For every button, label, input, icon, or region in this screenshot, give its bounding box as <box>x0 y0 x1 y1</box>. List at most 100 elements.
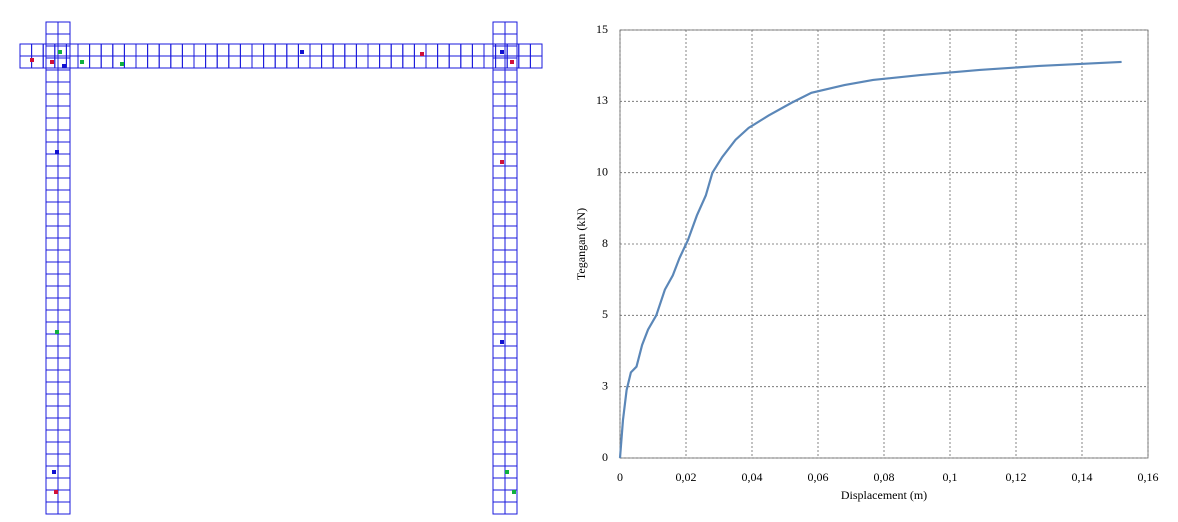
mesh-cell <box>45 333 59 347</box>
mesh-cell <box>112 43 125 57</box>
mesh-cell <box>45 441 59 455</box>
mesh-cell <box>367 43 381 57</box>
mesh-cell <box>492 189 506 203</box>
mesh-cell <box>504 261 518 275</box>
mesh-cell <box>57 285 71 299</box>
mesh-cell <box>45 201 59 215</box>
mesh-cell <box>45 213 59 227</box>
mesh-cell <box>492 249 506 263</box>
mesh-cell <box>332 43 346 57</box>
mesh-drawing <box>19 21 543 515</box>
mesh-cell <box>45 357 59 371</box>
mesh-cell <box>57 345 71 359</box>
mesh-cell <box>57 213 71 227</box>
data-line <box>618 60 1122 459</box>
mesh-cell <box>57 21 71 35</box>
x-tick-label: 0,04 <box>742 470 763 484</box>
mesh-cell <box>504 333 518 347</box>
mesh-cell <box>504 93 518 107</box>
mesh-cell <box>529 43 543 57</box>
mesh-cell <box>57 93 71 107</box>
mesh-cell <box>504 237 518 251</box>
mesh-cell <box>492 93 506 107</box>
mesh-cell <box>274 55 288 69</box>
mesh-cell <box>448 43 462 57</box>
mesh-cell <box>492 489 506 503</box>
mesh-cell <box>45 177 59 191</box>
mesh-cell <box>367 55 381 69</box>
mesh-mark <box>30 58 34 62</box>
mesh-cell <box>57 297 71 311</box>
mesh-cell <box>216 43 230 57</box>
mesh-cell <box>504 153 518 167</box>
mesh-cell <box>181 55 195 69</box>
mesh-cell <box>57 273 71 287</box>
mesh-cell <box>321 55 334 69</box>
mesh-cell <box>263 43 276 57</box>
mesh-cell <box>170 43 183 57</box>
mesh-cell <box>492 105 506 119</box>
mesh-mark <box>58 50 62 54</box>
mesh-cell <box>492 117 506 131</box>
mesh-cell <box>57 249 71 263</box>
mesh-cell <box>205 43 218 57</box>
mesh-cell <box>57 453 71 467</box>
mesh-cell <box>437 55 450 69</box>
mesh-cell <box>251 55 265 69</box>
mesh-cell <box>492 477 506 491</box>
mesh-cell <box>274 43 288 57</box>
mesh-cell <box>460 55 473 69</box>
mesh-cell <box>45 261 59 275</box>
mesh-cell <box>492 225 506 239</box>
mesh-cell <box>45 501 59 515</box>
mesh-cell <box>504 345 518 359</box>
mesh-cell <box>57 321 71 335</box>
mesh-cell <box>89 43 102 57</box>
mesh-cell <box>228 43 241 57</box>
x-axis-label: Displacement (m) <box>841 488 927 502</box>
mesh-cell <box>390 55 404 69</box>
mesh-cell <box>263 55 276 69</box>
mesh-cell <box>504 453 518 467</box>
mesh-cell <box>460 43 473 57</box>
mesh-cell <box>492 69 506 83</box>
mesh-cell <box>437 43 450 57</box>
mesh-cell <box>193 55 207 69</box>
y-tick-label: 8 <box>602 236 608 250</box>
mesh-cell <box>297 55 311 69</box>
mesh-cell <box>390 43 404 57</box>
mesh-mark <box>80 60 84 64</box>
mesh-cell <box>492 285 506 299</box>
mesh-cell <box>492 357 506 371</box>
mesh-cell <box>123 55 137 69</box>
x-tick-label: 0,14 <box>1072 470 1093 484</box>
mesh-cell <box>425 55 439 69</box>
mesh-cell <box>379 55 392 69</box>
mesh-cell <box>45 129 59 143</box>
mesh-cell <box>402 55 415 69</box>
mesh-cell <box>504 129 518 143</box>
mesh-mark <box>120 62 124 66</box>
mesh-cell <box>57 441 71 455</box>
mesh-cell <box>57 129 71 143</box>
mesh-cell <box>321 43 334 57</box>
mesh-cell <box>45 393 59 407</box>
mesh-cell <box>19 55 33 69</box>
mesh-mark <box>54 490 58 494</box>
mesh-cell <box>45 405 59 419</box>
mesh-mark <box>55 150 59 154</box>
y-tick-label: 13 <box>596 93 608 107</box>
x-tick-label: 0 <box>617 470 623 484</box>
mesh-cell <box>492 237 506 251</box>
mesh-mark <box>55 330 59 334</box>
mesh-cell <box>158 55 172 69</box>
mesh-cell <box>147 55 160 69</box>
mesh-cell <box>45 429 59 443</box>
mesh-mark <box>62 64 66 68</box>
mesh-cell <box>57 69 71 83</box>
y-tick-label: 15 <box>596 22 608 36</box>
mesh-cell <box>57 369 71 383</box>
mesh-cell <box>57 177 71 191</box>
x-tick-label: 0,08 <box>874 470 895 484</box>
mesh-cell <box>492 441 506 455</box>
